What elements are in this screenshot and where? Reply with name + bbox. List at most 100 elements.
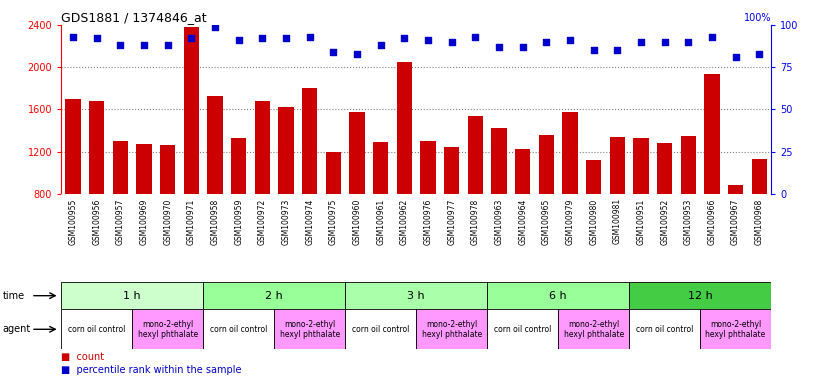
Text: mono-2-ethyl
hexyl phthalate: mono-2-ethyl hexyl phthalate xyxy=(706,319,765,339)
Text: 1 h: 1 h xyxy=(123,291,141,301)
Bar xyxy=(539,135,554,194)
Text: GSM100970: GSM100970 xyxy=(163,199,172,245)
Bar xyxy=(274,309,345,349)
Point xyxy=(729,54,742,60)
Text: ■  count: ■ count xyxy=(61,352,104,362)
Text: corn oil control: corn oil control xyxy=(494,325,552,334)
Point xyxy=(90,35,103,41)
Text: GDS1881 / 1374846_at: GDS1881 / 1374846_at xyxy=(61,12,206,25)
Bar xyxy=(633,138,649,194)
Bar xyxy=(326,152,341,194)
Text: GSM100965: GSM100965 xyxy=(542,199,551,245)
Bar xyxy=(255,101,270,194)
Bar xyxy=(700,309,771,349)
Point xyxy=(681,39,694,45)
Bar xyxy=(132,309,203,349)
Text: GSM100961: GSM100961 xyxy=(376,199,385,245)
Text: GSM100968: GSM100968 xyxy=(755,199,764,245)
Bar xyxy=(515,149,530,194)
Point xyxy=(563,37,576,43)
Bar xyxy=(373,142,388,194)
Point xyxy=(255,35,268,41)
Text: GSM100967: GSM100967 xyxy=(731,199,740,245)
Bar xyxy=(629,309,700,349)
Text: corn oil control: corn oil control xyxy=(352,325,410,334)
Bar xyxy=(61,309,132,349)
Point xyxy=(421,37,434,43)
Point xyxy=(161,42,174,48)
Bar xyxy=(231,138,246,194)
Point xyxy=(137,42,150,48)
Bar xyxy=(349,112,365,194)
Bar xyxy=(586,160,601,194)
Bar xyxy=(160,146,175,194)
Bar xyxy=(491,128,507,194)
Bar xyxy=(203,282,345,309)
Text: GSM100962: GSM100962 xyxy=(400,199,409,245)
Point xyxy=(279,35,292,41)
Text: GSM100966: GSM100966 xyxy=(707,199,716,245)
Text: GSM100969: GSM100969 xyxy=(140,199,149,245)
Text: GSM100973: GSM100973 xyxy=(282,199,290,245)
Bar xyxy=(487,309,558,349)
Text: GSM100972: GSM100972 xyxy=(258,199,267,245)
Point xyxy=(326,49,339,55)
Text: ■  percentile rank within the sample: ■ percentile rank within the sample xyxy=(61,365,242,375)
Text: GSM100956: GSM100956 xyxy=(92,199,101,245)
Point xyxy=(539,39,552,45)
Point xyxy=(634,39,647,45)
Bar xyxy=(629,282,771,309)
Text: GSM100959: GSM100959 xyxy=(234,199,243,245)
Bar xyxy=(416,309,487,349)
Text: GSM100955: GSM100955 xyxy=(69,199,78,245)
Point xyxy=(516,44,529,50)
Text: GSM100957: GSM100957 xyxy=(116,199,125,245)
Text: 100%: 100% xyxy=(743,13,771,23)
Bar xyxy=(89,101,104,194)
Point xyxy=(232,37,245,43)
Text: mono-2-ethyl
hexyl phthalate: mono-2-ethyl hexyl phthalate xyxy=(280,319,339,339)
Bar xyxy=(468,116,483,194)
Bar xyxy=(207,96,223,194)
Point xyxy=(350,51,363,57)
Bar xyxy=(61,282,203,309)
Point xyxy=(113,42,127,48)
Text: mono-2-ethyl
hexyl phthalate: mono-2-ethyl hexyl phthalate xyxy=(422,319,481,339)
Text: mono-2-ethyl
hexyl phthalate: mono-2-ethyl hexyl phthalate xyxy=(564,319,623,339)
Point xyxy=(468,34,481,40)
Text: corn oil control: corn oil control xyxy=(68,325,126,334)
Bar xyxy=(278,107,294,194)
Bar xyxy=(345,282,487,309)
Bar xyxy=(302,88,317,194)
Point xyxy=(374,42,387,48)
Text: GSM100977: GSM100977 xyxy=(447,199,456,245)
Text: GSM100964: GSM100964 xyxy=(518,199,527,245)
Bar xyxy=(487,282,629,309)
Bar xyxy=(203,309,274,349)
Text: GSM100953: GSM100953 xyxy=(684,199,693,245)
Point xyxy=(445,39,458,45)
Text: GSM100951: GSM100951 xyxy=(636,199,645,245)
Text: 12 h: 12 h xyxy=(688,291,712,301)
Text: time: time xyxy=(2,291,24,301)
Point xyxy=(610,47,623,53)
Bar xyxy=(397,62,412,194)
Bar xyxy=(704,74,720,194)
Text: GSM100971: GSM100971 xyxy=(187,199,196,245)
Bar xyxy=(420,141,436,194)
Text: GSM100978: GSM100978 xyxy=(471,199,480,245)
Point xyxy=(587,47,600,53)
Bar xyxy=(345,309,416,349)
Point xyxy=(397,35,410,41)
Text: 3 h: 3 h xyxy=(407,291,425,301)
Text: corn oil control: corn oil control xyxy=(636,325,694,334)
Bar xyxy=(558,309,629,349)
Bar xyxy=(562,112,578,194)
Text: GSM100952: GSM100952 xyxy=(660,199,669,245)
Text: GSM100975: GSM100975 xyxy=(329,199,338,245)
Text: GSM100976: GSM100976 xyxy=(424,199,432,245)
Bar xyxy=(657,143,672,194)
Point xyxy=(705,34,718,40)
Bar xyxy=(681,136,696,194)
Text: GSM100960: GSM100960 xyxy=(353,199,361,245)
